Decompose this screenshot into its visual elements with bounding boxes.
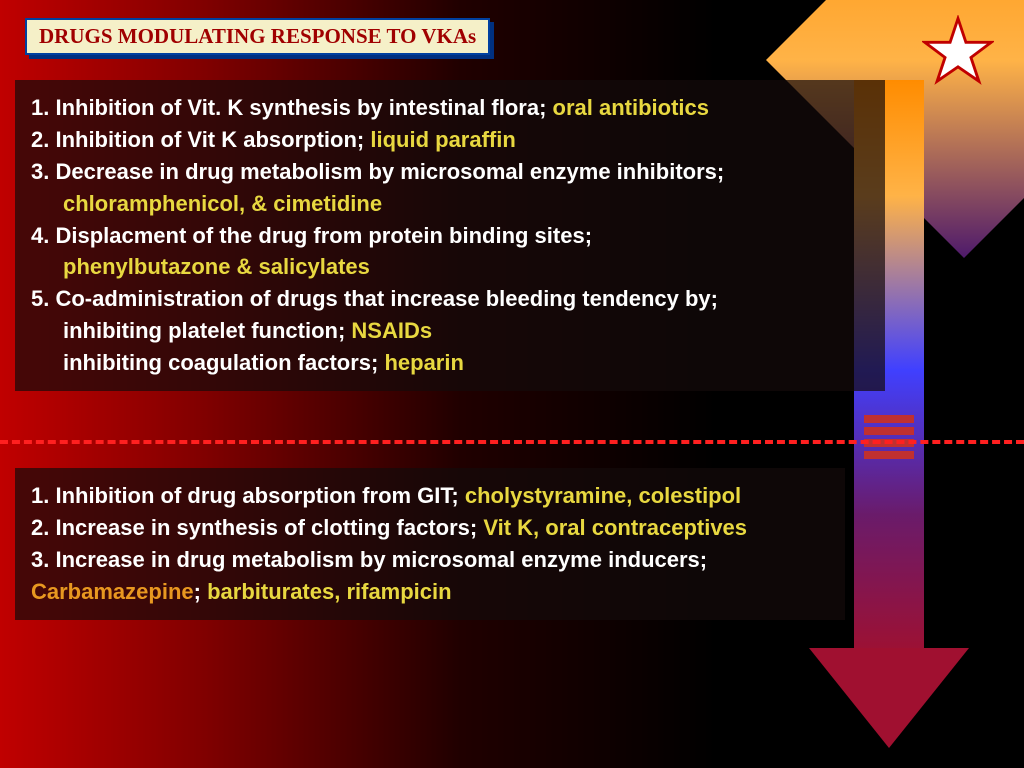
item-2: 2. Inhibition of Vit K absorption; liqui… [31,124,869,156]
highlight: heparin [384,350,463,375]
highlight: Vit K, oral contraceptives [483,515,747,540]
text: 1. Inhibition of drug absorption from GI… [31,483,465,508]
item-3: 3. Increase in drug metabolism by micros… [31,544,829,576]
item-1: 1. Inhibition of drug absorption from GI… [31,480,829,512]
decrease-response-box: 1. Inhibition of drug absorption from GI… [15,468,845,620]
text: inhibiting coagulation factors; [63,350,384,375]
text: 2. Increase in synthesis of clotting fac… [31,515,483,540]
decorative-stripes [864,415,914,463]
section-divider [0,440,1024,444]
text: 1. Inhibition of Vit. K synthesis by int… [31,95,553,120]
highlight: oral antibiotics [553,95,709,120]
text: 3. Decrease in drug metabolism by micros… [31,159,724,184]
text: 3. Increase in drug metabolism by micros… [31,547,707,572]
item-5: 5. Co-administration of drugs that incre… [31,283,869,315]
text: 2. Inhibition of Vit K absorption; [31,127,370,152]
text: inhibiting platelet function; [63,318,351,343]
highlight: liquid paraffin [370,127,515,152]
item-2: 2. Increase in synthesis of clotting fac… [31,512,829,544]
text: 5. Co-administration of drugs that incre… [31,286,718,311]
highlight: phenylbutazone & salicylates [63,254,370,279]
item-4-sub: phenylbutazone & salicylates [31,251,869,283]
item-3: 3. Decrease in drug metabolism by micros… [31,156,869,188]
item-5-sub2: inhibiting coagulation factors; heparin [31,347,869,379]
highlight: cholystyramine, colestipol [465,483,741,508]
text: 4. Displacment of the drug from protein … [31,223,592,248]
item-3-sub: chloramphenicol, & cimetidine [31,188,869,220]
star-icon [922,15,994,92]
title-text: DRUGS MODULATING RESPONSE TO VKAs [39,24,476,48]
slide-title: DRUGS MODULATING RESPONSE TO VKAs [25,18,490,55]
highlight: barbiturates, rifampicin [207,579,452,604]
text: ; [194,579,207,604]
highlight: NSAIDs [351,318,432,343]
item-4: 4. Displacment of the drug from protein … [31,220,869,252]
item-1: 1. Inhibition of Vit. K synthesis by int… [31,92,869,124]
increase-response-box: 1. Inhibition of Vit. K synthesis by int… [15,80,885,391]
item-5-sub1: inhibiting platelet function; NSAIDs [31,315,869,347]
arrow-head [809,648,969,748]
highlight: Carbamazepine [31,579,194,604]
item-3-sub: Carbamazepine; barbiturates, rifampicin [31,576,829,608]
highlight: chloramphenicol, & cimetidine [63,191,382,216]
